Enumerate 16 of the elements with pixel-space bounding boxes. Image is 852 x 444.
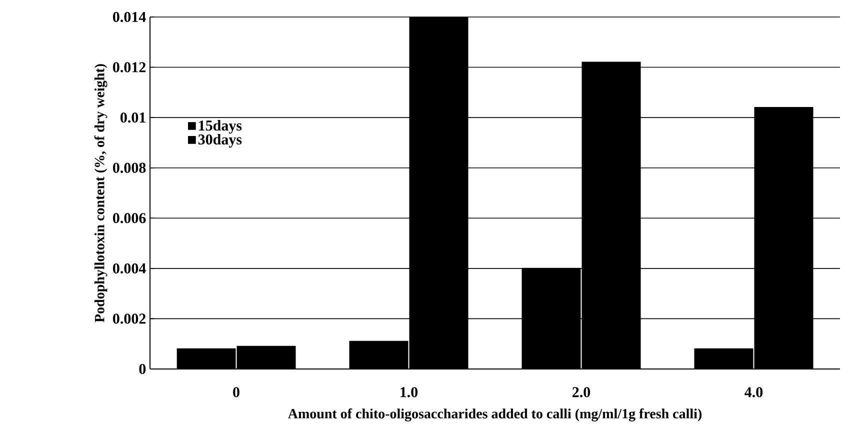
y-tick-label: 0.012 — [112, 62, 146, 72]
y-tick-label: 0.004 — [112, 263, 146, 274]
y-tick-label: 0.008 — [112, 162, 146, 173]
x-tick-label: 0 — [233, 387, 240, 398]
x-tick-label: 1.0 — [400, 387, 418, 398]
legend-label: 15days — [199, 120, 242, 134]
y-tick-label: 0.01 — [120, 112, 146, 123]
y-axis-title: Podophyllotoxin content (%, of dry weight) — [94, 64, 108, 322]
y-tick-label: 0.014 — [112, 12, 146, 22]
y-tick-label: 0.006 — [112, 213, 146, 224]
y-tick-label: 0 — [139, 364, 146, 374]
x-tick-label: 4.0 — [744, 387, 763, 398]
x-axis-title: Amount of chito-oligosaccharides added to calli (mg/ml/1g fresh calli) — [288, 408, 702, 422]
x-tick-label: 2.0 — [572, 387, 590, 398]
y-tick-label: 0.002 — [112, 314, 146, 324]
legend-label: 30days — [198, 134, 242, 148]
